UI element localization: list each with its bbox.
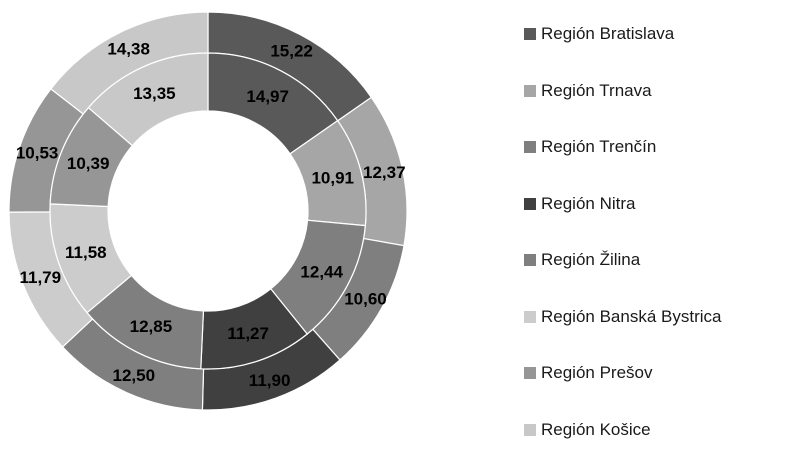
legend-swatch [524,367,536,379]
outer-data-label-4: 11,90 [249,371,291,390]
inner-data-label-1: 14,97 [246,87,289,106]
inner-data-label-2: 10,91 [311,169,354,188]
legend-item: Región Žilina [524,232,721,289]
legend-label: Región Bratislava [541,24,674,44]
legend-swatch [524,424,536,436]
inner-data-label-5: 12,85 [130,317,173,336]
inner-data-label-8: 13,35 [133,84,176,103]
outer-data-label-1: 15,22 [270,42,313,61]
legend-item: Región Banská Bystrica [524,289,721,346]
outer-data-label-7: 10,53 [16,143,59,162]
outer-data-label-8: 14,38 [107,39,150,58]
legend-label: Región Trenčín [541,137,656,157]
legend-item: Región Trenčín [524,119,721,176]
inner-data-label-7: 10,39 [67,154,110,173]
outer-data-label-5: 12,50 [113,366,156,385]
legend-swatch [524,198,536,210]
chart-legend: Región Bratislava Región Trnava Región Tre… [524,6,721,458]
legend-swatch [524,28,536,40]
legend-item: Región Košice [524,402,721,458]
legend-label: Región Trnava [541,81,652,101]
legend-item: Región Trnava [524,63,721,120]
legend-label: Región Žilina [541,250,640,270]
inner-data-label-6: 11,58 [65,243,107,262]
inner-data-label-4: 11,27 [227,324,269,343]
legend-label: Región Prešov [541,363,653,383]
outer-data-label-2: 12,37 [363,163,406,182]
outer-data-label-3: 10,60 [344,290,387,309]
legend-swatch [524,254,536,266]
legend-item: Región Prešov [524,345,721,402]
legend-swatch [524,85,536,97]
legend-label: Región Nitra [541,194,636,214]
inner-data-label-3: 12,44 [300,262,343,281]
legend-label: Región Banská Bystrica [541,307,721,327]
legend-item: Región Bratislava [524,6,721,63]
legend-swatch [524,141,536,153]
outer-data-label-6: 11,79 [19,268,61,287]
legend-label: Región Košice [541,420,651,440]
legend-swatch [524,311,536,323]
legend-item: Región Nitra [524,176,721,233]
